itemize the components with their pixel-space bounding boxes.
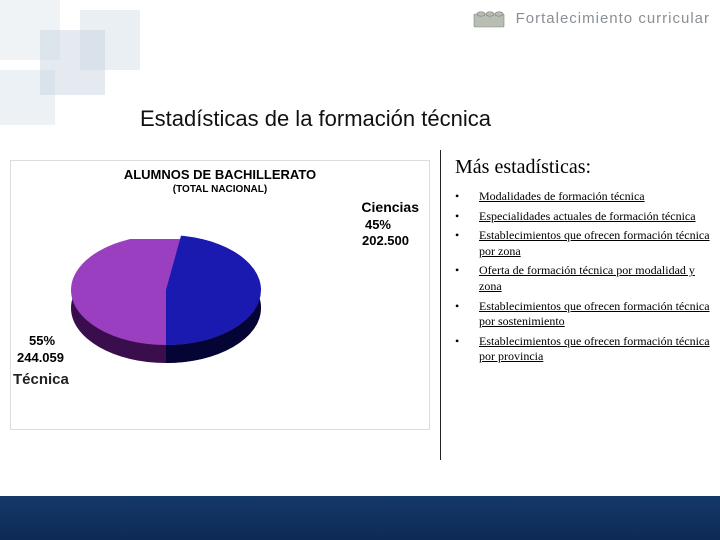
slice-label-tecnica-pct: 55% <box>29 333 55 348</box>
chart-title: ALUMNOS DE BACHILLERATO <box>11 167 429 182</box>
more-stats-link[interactable]: Establecimientos que ofrecen formación t… <box>479 299 710 330</box>
bullet-icon: • <box>455 334 461 365</box>
page-title: Estadísticas de la formación técnica <box>140 106 491 132</box>
more-stats-item: • Establecimientos que ofrecen formación … <box>455 228 710 259</box>
brand: Fortalecimiento curricular <box>472 6 710 30</box>
bullet-icon: • <box>455 263 461 294</box>
more-stats-title: Más estadísticas: <box>455 156 710 179</box>
chart-body: Ciencias 45% 202.500 55% 244.059 Técnica <box>11 195 429 415</box>
pie-3d <box>71 235 261 365</box>
chart-subtitle: (TOTAL NACIONAL) <box>11 184 429 195</box>
footer-band <box>0 496 720 540</box>
bullet-icon: • <box>455 209 461 225</box>
slice-label-ciencias-pct: 45% <box>365 217 391 232</box>
bullet-icon: • <box>455 299 461 330</box>
more-stats-item: • Especialidades actuales de formación té… <box>455 209 710 225</box>
more-stats-link[interactable]: Establecimientos que ofrecen formación t… <box>479 228 710 259</box>
slice-label-tecnica-name: Técnica <box>13 371 69 388</box>
more-stats-item: • Oferta de formación técnica por modalid… <box>455 263 710 294</box>
lego-brick-icon <box>472 6 508 30</box>
more-stats-link[interactable]: Oferta de formación técnica por modalida… <box>479 263 710 294</box>
more-stats-item: • Establecimientos que ofrecen formación … <box>455 334 710 365</box>
more-stats-list: • Modalidades de formación técnica • Especi… <box>455 189 710 365</box>
slice-label-ciencias-name: Ciencias <box>361 199 419 215</box>
brand-text: Fortalecimiento curricular <box>516 10 710 27</box>
vertical-divider <box>440 150 441 460</box>
more-stats-link[interactable]: Establecimientos que ofrecen formación t… <box>479 334 710 365</box>
more-stats-item: • Establecimientos que ofrecen formación … <box>455 299 710 330</box>
background-squares <box>0 0 180 160</box>
bullet-icon: • <box>455 189 461 205</box>
more-stats-link[interactable]: Especialidades actuales de formación téc… <box>479 209 710 225</box>
more-stats-item: • Modalidades de formación técnica <box>455 189 710 205</box>
slice-label-tecnica-value: 244.059 <box>17 350 64 365</box>
more-stats: Más estadísticas: • Modalidades de formac… <box>455 156 710 369</box>
slice-label-ciencias-value: 202.500 <box>362 233 409 248</box>
pie-chart-panel: ALUMNOS DE BACHILLERATO (TOTAL NACIONAL)… <box>10 160 430 430</box>
bullet-icon: • <box>455 228 461 259</box>
more-stats-link[interactable]: Modalidades de formación técnica <box>479 189 710 205</box>
